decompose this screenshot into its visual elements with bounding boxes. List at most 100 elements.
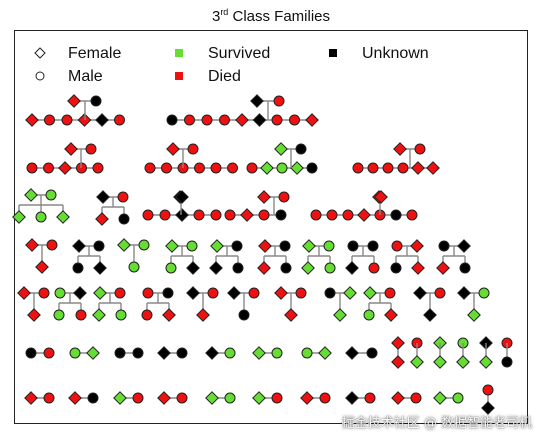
female-node — [391, 355, 405, 369]
male-node — [43, 392, 55, 404]
plot-frame — [14, 30, 528, 424]
female-node — [318, 346, 332, 360]
female-node — [205, 391, 219, 405]
male-node — [323, 240, 335, 252]
male-node — [295, 143, 307, 155]
male-node — [342, 209, 354, 221]
female-node — [95, 212, 109, 226]
female-node — [117, 238, 131, 252]
female-node — [210, 239, 224, 253]
male-node — [219, 114, 230, 126]
male-node — [138, 239, 150, 251]
female-node — [72, 239, 86, 253]
male-node — [301, 347, 313, 359]
male-node — [193, 209, 205, 221]
female-node — [274, 286, 288, 300]
male-node — [142, 209, 154, 221]
female-node — [58, 161, 72, 175]
male-node — [367, 162, 379, 174]
female-node — [250, 94, 264, 108]
male-node — [117, 191, 129, 203]
female-node — [240, 208, 254, 222]
female-node — [481, 401, 495, 415]
female-node — [410, 355, 424, 369]
male-node — [319, 392, 331, 404]
female-node — [257, 190, 271, 204]
female-node — [300, 391, 314, 405]
male-node — [118, 213, 130, 225]
male-node — [227, 162, 238, 174]
male-node — [72, 262, 84, 274]
female-node — [436, 261, 450, 275]
male-node — [278, 191, 290, 203]
female-node — [68, 391, 82, 405]
male-node — [114, 114, 125, 126]
male-node — [367, 240, 379, 252]
male-node — [194, 162, 205, 174]
male-node — [132, 347, 144, 359]
female-node — [86, 346, 100, 360]
female-node — [205, 346, 219, 360]
male-node — [271, 114, 283, 126]
male-node — [414, 143, 426, 155]
male-node — [25, 347, 37, 359]
male-node — [69, 347, 81, 359]
male-node — [275, 209, 287, 221]
male-node — [90, 95, 102, 107]
male-node — [258, 209, 270, 221]
male-node — [232, 262, 244, 274]
female-node — [258, 239, 272, 253]
male-node — [347, 240, 359, 252]
male-node — [38, 287, 50, 299]
female-node — [186, 286, 200, 300]
legend-label-survived: Survived — [208, 45, 271, 62]
legend-unknown-swatch — [329, 49, 337, 57]
legend-label-male: Male — [68, 68, 103, 85]
watermark: 掘金技术社区 @ 数据智能老司机 — [341, 416, 532, 431]
male-node — [141, 309, 153, 321]
female-node — [345, 261, 359, 275]
male-node — [384, 287, 396, 299]
female-node — [12, 210, 26, 224]
male-node — [280, 262, 292, 274]
female-node — [457, 239, 471, 253]
male-node — [273, 95, 285, 107]
male-node — [159, 209, 171, 221]
female-node — [391, 391, 405, 405]
male-node — [459, 262, 471, 274]
female-node — [467, 308, 481, 322]
female-node — [92, 308, 106, 322]
female-node — [393, 142, 407, 156]
male-node — [176, 392, 188, 404]
male-node — [114, 347, 126, 359]
female-node — [345, 391, 359, 405]
legend-died-swatch — [175, 72, 183, 80]
male-node — [310, 209, 322, 221]
male-node — [132, 392, 144, 404]
male-node — [271, 347, 283, 359]
female-node — [252, 113, 267, 127]
female-node — [24, 391, 38, 405]
male-node — [128, 261, 140, 273]
male-node — [482, 384, 494, 396]
male-node — [238, 309, 250, 321]
male-node — [114, 287, 126, 299]
male-node — [352, 162, 364, 174]
male-node — [210, 209, 222, 221]
female-node — [301, 261, 315, 275]
figure-title: 3rd Class Families — [211, 7, 331, 25]
legend-survived-swatch — [175, 49, 183, 57]
male-node — [271, 392, 283, 404]
male-node — [162, 287, 174, 299]
female-node — [67, 94, 81, 108]
female-node — [302, 239, 316, 253]
female-node — [413, 286, 427, 300]
male-node — [45, 189, 57, 201]
female-node — [113, 391, 127, 405]
male-node — [390, 209, 402, 221]
female-node — [196, 308, 210, 322]
female-node — [411, 261, 425, 275]
female-node — [235, 113, 249, 127]
